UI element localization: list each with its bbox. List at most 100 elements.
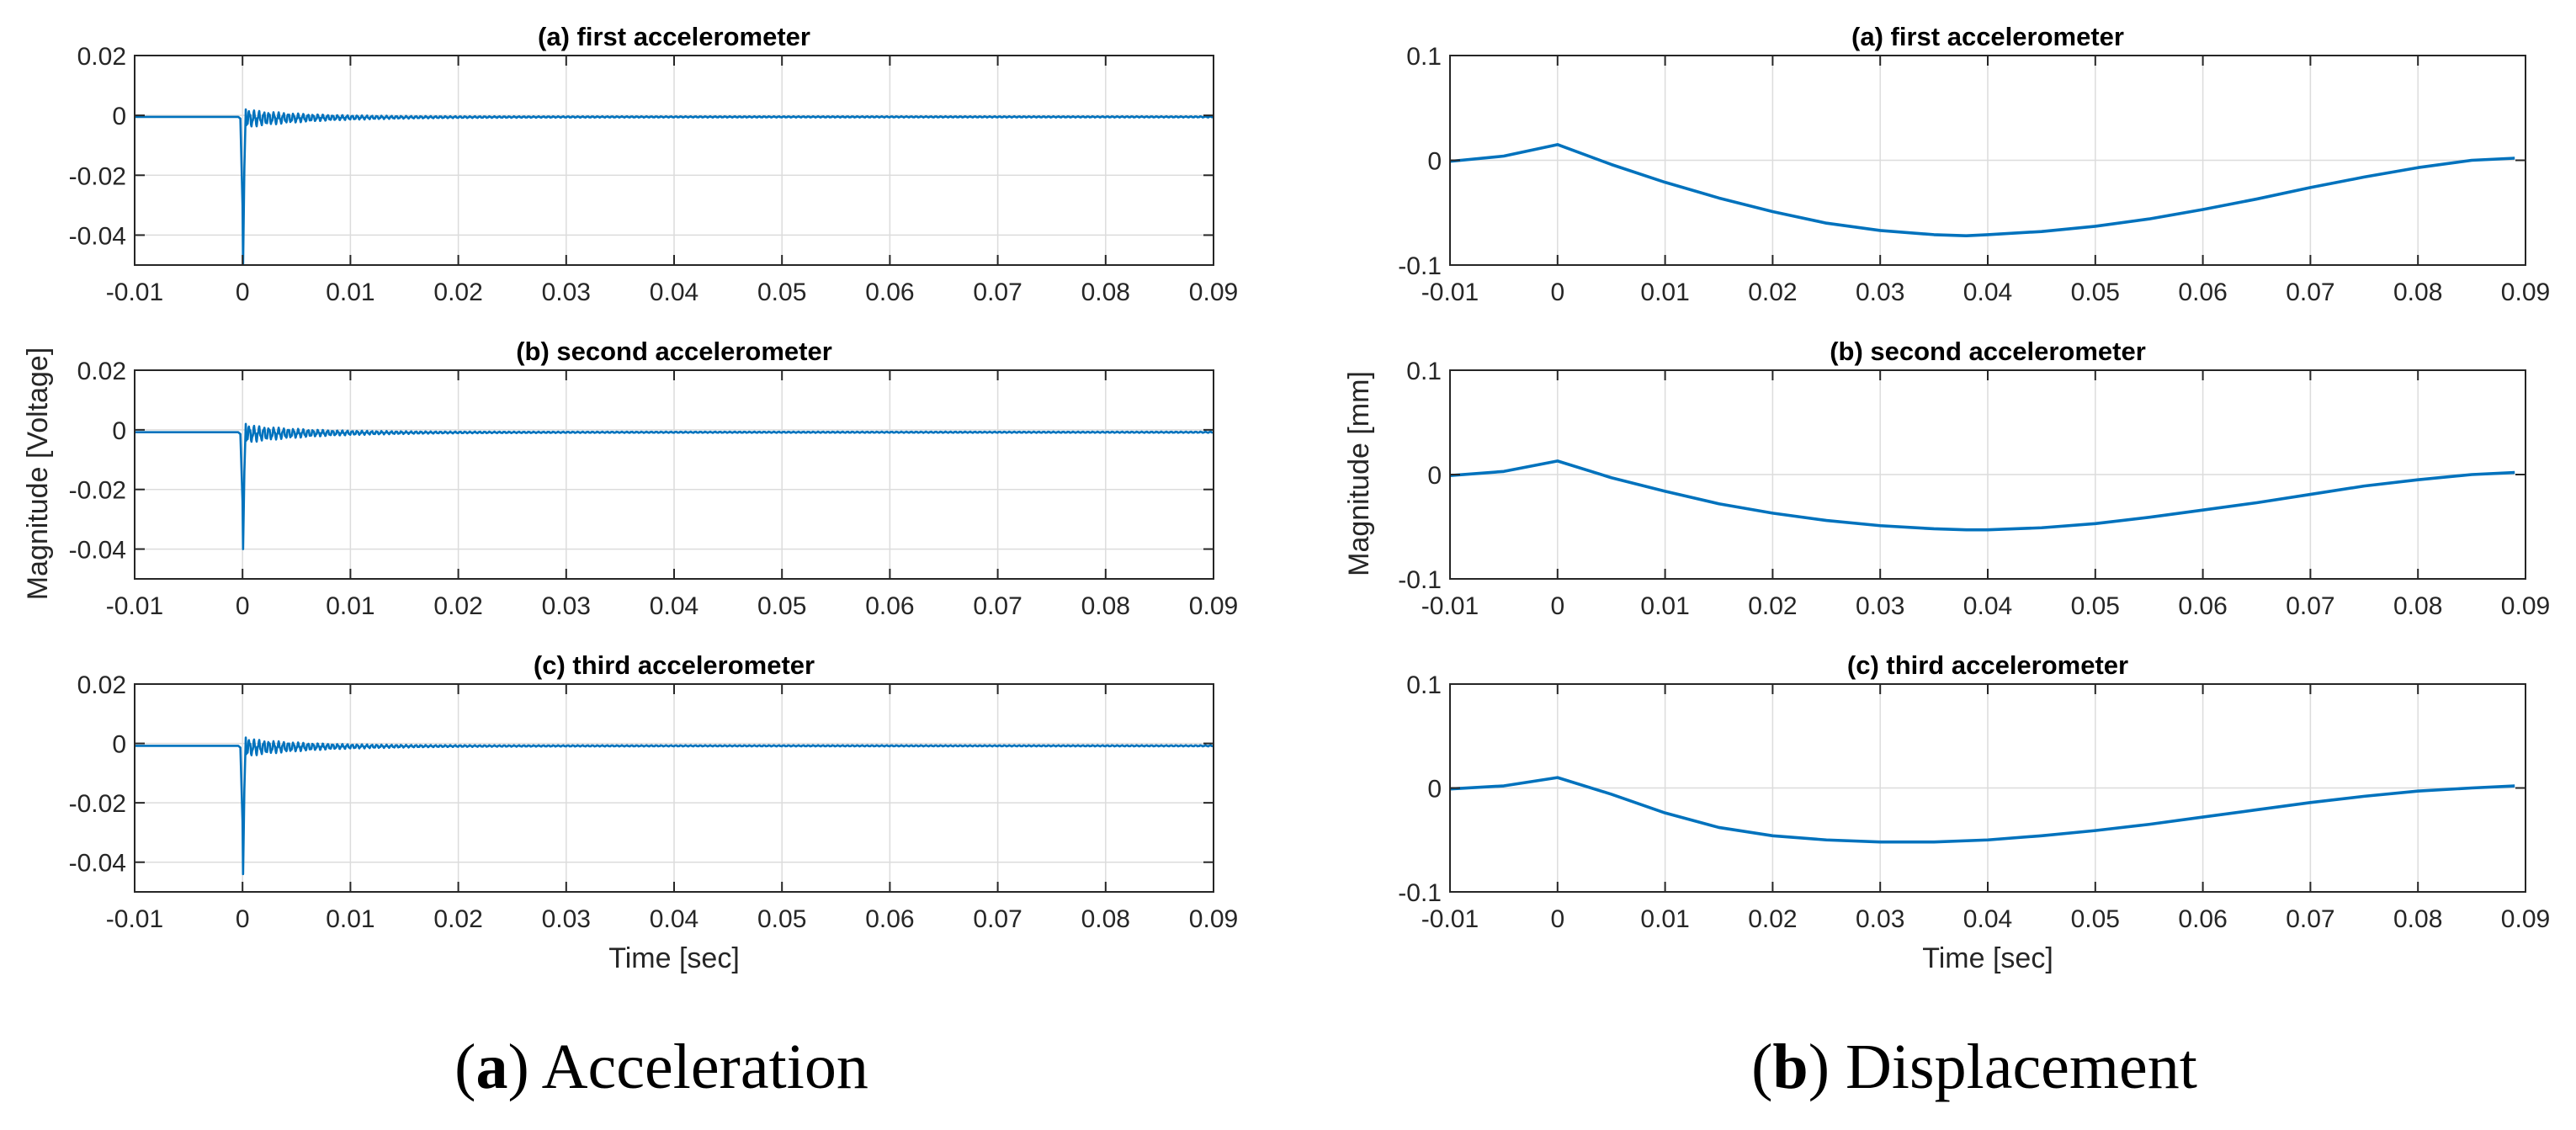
subplot-title: (b) second accelerometer bbox=[516, 337, 832, 366]
y-tick-label: -0.02 bbox=[69, 162, 126, 190]
y-tick-label: 0 bbox=[112, 417, 126, 445]
x-tick-label: 0.03 bbox=[1856, 279, 1904, 306]
x-tick-label: 0.01 bbox=[1640, 905, 1689, 933]
x-tick-label: 0.01 bbox=[1640, 592, 1689, 620]
series-line bbox=[1450, 459, 2515, 532]
x-tick-label: 0.04 bbox=[1963, 592, 2012, 620]
y-axis-label: Magnitude [mm] bbox=[1343, 371, 1375, 576]
x-tick-label: 0.02 bbox=[433, 279, 482, 306]
x-tick-label: 0 bbox=[236, 279, 250, 306]
displacement-subplot-first: (a) first accelerometer -0.01 0 0.01 0.02 0.… bbox=[1398, 22, 2550, 306]
x-tick-label: 0.02 bbox=[433, 592, 482, 620]
x-tick-label: 0.05 bbox=[757, 905, 806, 933]
x-tick-label: 0.08 bbox=[1081, 279, 1130, 306]
displacement-subplot-second: (b) second accelerometer -0.01 0 0.01 0.02 0… bbox=[1398, 337, 2550, 620]
x-tick-label: 0.03 bbox=[1856, 592, 1904, 620]
acceleration-panel: (a) first accelerometer -0.01 0 0.01 0.02 0.… bbox=[22, 22, 1238, 974]
caption-text: Acceleration bbox=[541, 1032, 868, 1102]
y-tick-label: -0.02 bbox=[69, 477, 126, 505]
x-tick-label: 0.07 bbox=[2286, 905, 2334, 933]
x-tick-label: 0 bbox=[1550, 592, 1564, 620]
x-tick-label: 0.08 bbox=[1081, 905, 1130, 933]
subplot-title: (a) first accelerometer bbox=[1851, 22, 2124, 51]
x-tick-label: 0.07 bbox=[973, 592, 1022, 620]
x-tick-label: 0.06 bbox=[865, 905, 914, 933]
y-tick-label: 0.02 bbox=[77, 671, 126, 699]
subplot-title: (b) second accelerometer bbox=[1830, 337, 2146, 366]
x-tick-label: 0.03 bbox=[542, 279, 591, 306]
x-tick-label: 0.09 bbox=[1189, 905, 1238, 933]
y-tick-label: 0 bbox=[1427, 462, 1442, 490]
x-tick-label: 0 bbox=[1550, 905, 1564, 933]
x-tick-label: 0.06 bbox=[2178, 592, 2227, 620]
y-axis-label: Magnitude [Voltage] bbox=[22, 347, 54, 601]
x-tick-label: 0 bbox=[1550, 279, 1564, 306]
x-tick-label: 0.09 bbox=[1189, 592, 1238, 620]
x-tick-label: 0.04 bbox=[650, 279, 698, 306]
x-tick-label: 0.02 bbox=[1748, 279, 1797, 306]
x-tick-label: -0.01 bbox=[1421, 592, 1479, 620]
x-tick-label: -0.01 bbox=[106, 905, 163, 933]
x-tick-label: -0.01 bbox=[1421, 905, 1479, 933]
x-tick-label: 0.07 bbox=[973, 905, 1022, 933]
x-tick-label: 0.01 bbox=[326, 905, 374, 933]
x-tick-label: 0.07 bbox=[2286, 592, 2334, 620]
x-tick-label: -0.01 bbox=[1421, 279, 1479, 306]
x-tick-label: 0.04 bbox=[650, 592, 698, 620]
x-tick-label: 0.06 bbox=[2178, 905, 2227, 933]
x-tick-label: 0.01 bbox=[326, 592, 374, 620]
x-tick-label: 0.06 bbox=[865, 592, 914, 620]
x-tick-label: 0.09 bbox=[1189, 279, 1238, 306]
displacement-subplot-third: (c) third accelerometer -0.01 0 0.01 0.02 0.… bbox=[1398, 650, 2550, 933]
x-tick-label: 0.03 bbox=[542, 905, 591, 933]
series-line bbox=[135, 736, 1214, 876]
series-line bbox=[135, 108, 1214, 265]
x-tick-label: 0.01 bbox=[326, 279, 374, 306]
x-tick-label: -0.01 bbox=[106, 279, 163, 306]
x-tick-label: 0.07 bbox=[2286, 279, 2334, 306]
x-tick-label: 0.07 bbox=[973, 279, 1022, 306]
subplot-title: (a) first accelerometer bbox=[538, 22, 810, 51]
x-tick-label: 0.06 bbox=[865, 279, 914, 306]
x-tick-label: 0.09 bbox=[2501, 279, 2550, 306]
y-tick-label: -0.04 bbox=[69, 850, 126, 878]
x-tick-label: 0 bbox=[236, 592, 250, 620]
x-tick-label: 0.08 bbox=[1081, 592, 1130, 620]
caption-letter: a bbox=[475, 1032, 508, 1102]
displacement-panel: (a) first accelerometer -0.01 0 0.01 0.02 0.… bbox=[1343, 22, 2550, 974]
x-tick-label: 0.04 bbox=[1963, 279, 2012, 306]
y-tick-label: 0 bbox=[112, 103, 126, 130]
y-tick-label: -0.1 bbox=[1398, 879, 1442, 907]
series-line bbox=[1450, 143, 2515, 237]
x-tick-label: 0.04 bbox=[650, 905, 698, 933]
y-tick-label: 0.02 bbox=[77, 43, 126, 71]
y-tick-label: -0.1 bbox=[1398, 566, 1442, 594]
y-tick-label: -0.1 bbox=[1398, 252, 1442, 280]
y-tick-label: -0.02 bbox=[69, 790, 126, 818]
x-tick-label: 0.09 bbox=[2501, 905, 2550, 933]
subplot-title: (c) third accelerometer bbox=[1847, 650, 2128, 680]
series-line bbox=[1450, 776, 2515, 844]
y-tick-label: 0 bbox=[1427, 776, 1442, 804]
x-axis-label: Time [sec] bbox=[608, 942, 740, 974]
acceleration-subplot-first: (a) first accelerometer -0.01 0 0.01 0.02 0.… bbox=[69, 22, 1239, 306]
caption-acceleration: (a) Acceleration bbox=[454, 1032, 868, 1102]
x-tick-label: 0.01 bbox=[1640, 279, 1689, 306]
x-tick-label: 0.03 bbox=[542, 592, 591, 620]
y-tick-label: 0.1 bbox=[1406, 358, 1442, 385]
x-tick-label: 0.09 bbox=[2501, 592, 2550, 620]
y-tick-label: 0 bbox=[1427, 148, 1442, 176]
x-tick-label: 0.08 bbox=[2393, 592, 2442, 620]
x-tick-label: 0.02 bbox=[433, 905, 482, 933]
y-tick-label: 0.02 bbox=[77, 358, 126, 385]
caption-letter: b bbox=[1772, 1032, 1809, 1102]
x-tick-label: 0.03 bbox=[1856, 905, 1904, 933]
y-tick-label: 0.1 bbox=[1406, 671, 1442, 699]
x-tick-label: 0.08 bbox=[2393, 905, 2442, 933]
x-tick-label: 0.05 bbox=[757, 592, 806, 620]
x-tick-label: 0.04 bbox=[1963, 905, 2012, 933]
x-tick-label: 0.02 bbox=[1748, 592, 1797, 620]
x-tick-label: 0.08 bbox=[2393, 279, 2442, 306]
y-tick-label: -0.04 bbox=[69, 222, 126, 250]
series-line bbox=[135, 422, 1214, 550]
